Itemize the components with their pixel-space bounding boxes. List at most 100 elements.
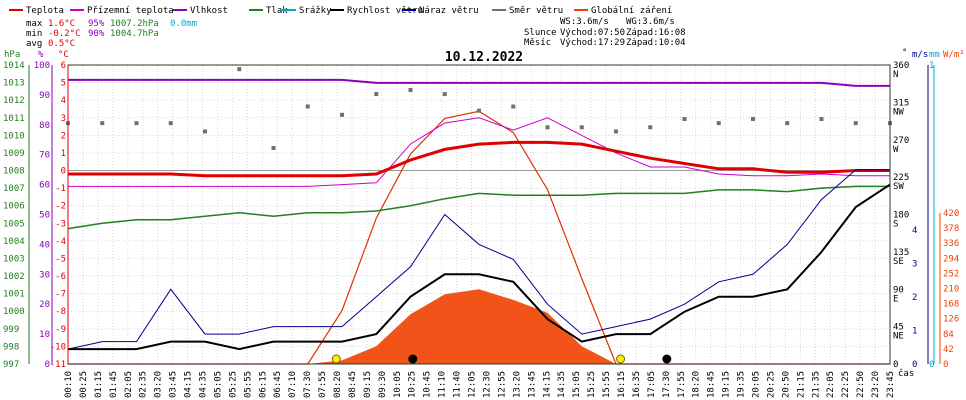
tick-label-temperature: 6 xyxy=(61,61,66,71)
wind-direction-point xyxy=(579,125,584,130)
tick-label-radiation: 210 xyxy=(943,285,959,295)
tick-label-radiation: 126 xyxy=(943,315,959,325)
tick-label-humidity: 80 xyxy=(39,121,50,131)
wind-direction-point xyxy=(614,129,618,134)
tick-label-time: 14:15 xyxy=(542,371,552,398)
tick-label-time: 22:05 xyxy=(826,371,836,398)
wind-direction-point xyxy=(716,121,721,126)
tick-label-wind-direction: 180 xyxy=(893,211,909,221)
tick-label-time: 21:35 xyxy=(811,371,821,398)
tick-label-compass: NW xyxy=(893,107,904,117)
stat-min-press: 1004.7hPa xyxy=(110,29,159,39)
tick-label-temperature: -3 xyxy=(55,219,66,229)
tick-label-time: 08:20 xyxy=(333,371,343,398)
tick-label-humidity: 60 xyxy=(39,181,50,191)
tick-label-time: 07:10 xyxy=(288,371,298,398)
tick-label-pressure: 1009 xyxy=(3,149,25,159)
tick-label-radiation: 294 xyxy=(943,254,959,264)
tick-label-time: 22:25 xyxy=(841,371,851,398)
stat-max-hum: 95% xyxy=(88,19,105,29)
tick-label-compass: NE xyxy=(893,332,904,342)
tick-label-time: 06:15 xyxy=(258,371,268,398)
tick-label-compass: S xyxy=(893,220,898,230)
tick-label-time: 02:35 xyxy=(139,371,149,398)
tick-label-pressure: 999 xyxy=(3,325,19,335)
tick-label-rain: 1 xyxy=(929,61,934,71)
series-ground-temp-line xyxy=(68,117,890,187)
tick-label-temperature: -1 xyxy=(55,184,66,194)
legend-label: Srážky xyxy=(299,6,332,16)
tick-label-wind-speed: 1 xyxy=(912,327,917,337)
tick-label-time: 05:05 xyxy=(213,371,223,398)
stat-ws: WS:3.6m/s xyxy=(560,17,609,27)
stat-max-rain: 0.0mm xyxy=(170,19,197,29)
tick-label-radiation: 168 xyxy=(943,300,959,310)
tick-label-time: 09:15 xyxy=(363,371,373,398)
tick-label-rain: 0 xyxy=(929,360,934,370)
tick-label-pressure: 1013 xyxy=(3,79,25,89)
tick-label-time: 01:15 xyxy=(94,371,104,398)
tick-label-humidity: 30 xyxy=(39,270,50,280)
tick-label-temperature: -4 xyxy=(55,237,66,247)
tick-label-wind-direction: 270 xyxy=(893,136,909,146)
tick-label-wind-direction: 135 xyxy=(893,248,909,258)
tick-label-wind-direction: 90 xyxy=(893,285,904,295)
tick-label-time: 14:35 xyxy=(557,371,567,398)
tick-label-time: 20:25 xyxy=(766,371,776,398)
tick-label-wind-direction: 315 xyxy=(893,98,909,108)
wind-direction-point xyxy=(442,92,447,97)
tick-label-time: 12:30 xyxy=(482,371,492,398)
tick-label-pressure: 1012 xyxy=(3,96,25,106)
wind-direction-point xyxy=(751,116,755,121)
tick-label-time: 11:40 xyxy=(453,371,463,398)
tick-label-radiation: 336 xyxy=(943,239,959,249)
tick-label-temperature: 4 xyxy=(61,96,66,106)
tick-label-time: 07:30 xyxy=(303,371,313,398)
wind-direction-point xyxy=(785,121,790,126)
tick-label-temperature: -11 xyxy=(50,360,66,370)
tick-label-temperature: 1 xyxy=(61,149,66,159)
tick-label-time: 17:55 xyxy=(677,371,687,398)
series-wind-speed-line xyxy=(68,183,891,351)
tick-label-time: 15:05 xyxy=(572,371,582,398)
tick-label-pressure: 1007 xyxy=(3,184,25,194)
moon-set: Západ:10:04 xyxy=(626,38,686,48)
tick-label-time: 04:35 xyxy=(199,371,209,398)
tick-label-time: 10:05 xyxy=(393,371,403,398)
wind-direction-point xyxy=(511,104,516,109)
tick-label-time: 09:30 xyxy=(378,371,388,398)
sun-label: Slunce xyxy=(524,28,557,38)
tick-label-time: 19:15 xyxy=(722,371,732,398)
tick-label-time: 19:35 xyxy=(737,371,747,398)
series-pressure-line xyxy=(67,185,890,230)
wind-direction-point xyxy=(168,121,173,126)
series-wind-gust-line xyxy=(67,169,890,350)
legend-label: Směr větru xyxy=(509,6,563,16)
tick-label-time: 02:05 xyxy=(124,371,134,398)
tick-label-time: 20:05 xyxy=(751,371,761,398)
wind-direction-point xyxy=(853,121,858,126)
wind-direction-point xyxy=(237,67,242,72)
tick-label-pressure: 1014 xyxy=(3,61,25,71)
tick-label-time: 00:10 xyxy=(64,371,74,398)
tick-label-temperature: -2 xyxy=(55,202,66,212)
tick-label-radiation: 378 xyxy=(943,224,959,234)
tick-label-wind-direction: 360 xyxy=(893,61,909,71)
wind-direction-point xyxy=(408,87,413,92)
plot-area xyxy=(66,64,892,365)
tick-label-radiation: 252 xyxy=(943,269,959,279)
axis-unit-time: čas xyxy=(898,368,914,379)
tick-label-humidity: 40 xyxy=(39,240,50,250)
stat-avg-temp: 0.5°C xyxy=(48,39,75,49)
tick-label-time: 12:05 xyxy=(468,371,478,398)
wind-direction-point xyxy=(340,112,344,117)
tick-label-radiation: 42 xyxy=(943,345,954,355)
tick-label-time: 16:15 xyxy=(617,371,627,398)
tick-label-time: 22:50 xyxy=(856,371,866,398)
axis-unit-mm: mm xyxy=(929,50,940,60)
tick-label-humidity: 90 xyxy=(39,91,50,101)
sun-rise: Východ:07:50 xyxy=(560,28,625,38)
tick-label-radiation: 420 xyxy=(943,209,959,219)
chart-title: 10.12.2022 xyxy=(445,50,523,65)
